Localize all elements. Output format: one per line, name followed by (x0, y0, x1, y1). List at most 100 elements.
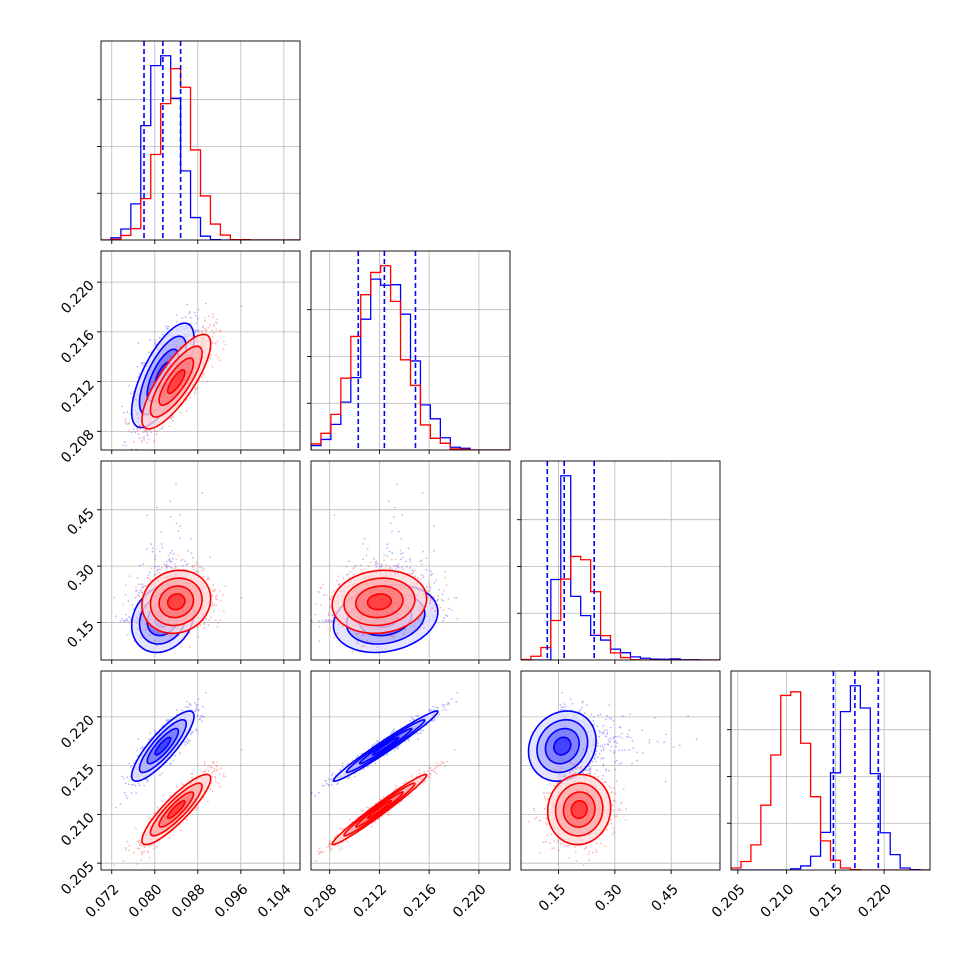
sample-point (160, 566, 163, 569)
sample-point (173, 563, 176, 565)
sample-point (397, 566, 400, 569)
sample-point (140, 591, 143, 593)
sample-point (181, 558, 184, 561)
sample-point (168, 559, 171, 562)
sample-point (155, 572, 158, 575)
sample-point (168, 558, 171, 560)
sample-point (171, 415, 174, 418)
sample-point (214, 342, 217, 345)
sample-point (142, 586, 145, 589)
sample-point (149, 571, 151, 573)
sample-point (135, 586, 137, 589)
sample-point (211, 342, 214, 344)
sample-point (387, 500, 390, 503)
sample-point (149, 456, 151, 458)
sample-point (224, 344, 227, 346)
sample-point (207, 624, 210, 627)
sample-point (205, 329, 208, 332)
sample-point (216, 340, 219, 343)
sample-point (154, 558, 156, 561)
sample-point (129, 392, 132, 395)
sample-point (156, 632, 159, 635)
sample-point (218, 330, 221, 332)
sample-point (194, 331, 197, 334)
sample-point (140, 610, 142, 613)
sample-point (430, 574, 432, 576)
sample-point (138, 564, 141, 567)
sample-point (397, 563, 400, 565)
sample-point (165, 564, 168, 566)
sample-point (136, 427, 138, 430)
sample-point (154, 430, 157, 432)
sample-point (141, 583, 144, 586)
sample-point (195, 389, 198, 392)
sample-point (129, 617, 132, 620)
sample-point (188, 312, 191, 315)
sample-point (207, 576, 210, 579)
sample-point (126, 634, 128, 636)
contour-line (149, 345, 203, 418)
sample-point (422, 576, 425, 579)
sample-point (324, 620, 327, 623)
sample-point (132, 428, 135, 430)
sample-point (214, 595, 217, 598)
sample-point (393, 506, 396, 509)
sample-point (202, 575, 205, 578)
contour-line (166, 369, 186, 395)
sample-point (197, 329, 200, 332)
sample-point (240, 596, 243, 599)
sample-point (154, 566, 157, 568)
sample-point (327, 620, 330, 623)
sample-point (184, 560, 187, 563)
sample-point (140, 426, 142, 429)
sample-point (173, 567, 176, 570)
sample-point (442, 619, 444, 622)
sample-point (446, 615, 449, 618)
sample-point (163, 563, 166, 566)
sample-point (211, 365, 214, 368)
sample-point (133, 640, 136, 643)
sample-point (131, 604, 134, 606)
sample-point (321, 620, 324, 622)
sample-point (125, 444, 128, 447)
sample-point (185, 564, 188, 567)
sample-point (148, 386, 150, 389)
sample-point (153, 630, 156, 632)
sample-point (169, 552, 172, 554)
sample-point (122, 411, 125, 414)
sample-point (433, 550, 435, 552)
contour-line (158, 357, 195, 407)
sample-point (148, 578, 150, 580)
sample-point (140, 362, 142, 364)
sample-point (194, 393, 196, 395)
sample-point (445, 614, 447, 617)
sample-point (448, 607, 450, 610)
sample-point (396, 565, 399, 568)
sample-point (411, 569, 414, 572)
sample-point (425, 586, 428, 589)
sample-point (148, 634, 151, 637)
sample-point (146, 623, 149, 625)
sample-point (149, 339, 152, 342)
sample-point (170, 417, 172, 420)
sample-point (193, 391, 196, 393)
sample-point (222, 348, 225, 350)
contour-line (141, 333, 212, 430)
sample-point (376, 562, 379, 565)
sample-point (180, 559, 183, 562)
sample-point (397, 530, 400, 533)
sample-point (211, 329, 214, 332)
sample-point (443, 616, 445, 619)
sample-point (142, 563, 144, 566)
sample-point (349, 571, 352, 573)
sample-point (213, 604, 216, 606)
sample-point (194, 387, 197, 390)
sample-point (212, 313, 215, 315)
sample-point (202, 372, 205, 375)
sample-point (172, 416, 175, 418)
sample-point (134, 431, 137, 434)
sample-point (325, 618, 327, 621)
sample-point (212, 584, 215, 586)
sample-point (126, 619, 129, 622)
sample-point (216, 625, 219, 628)
